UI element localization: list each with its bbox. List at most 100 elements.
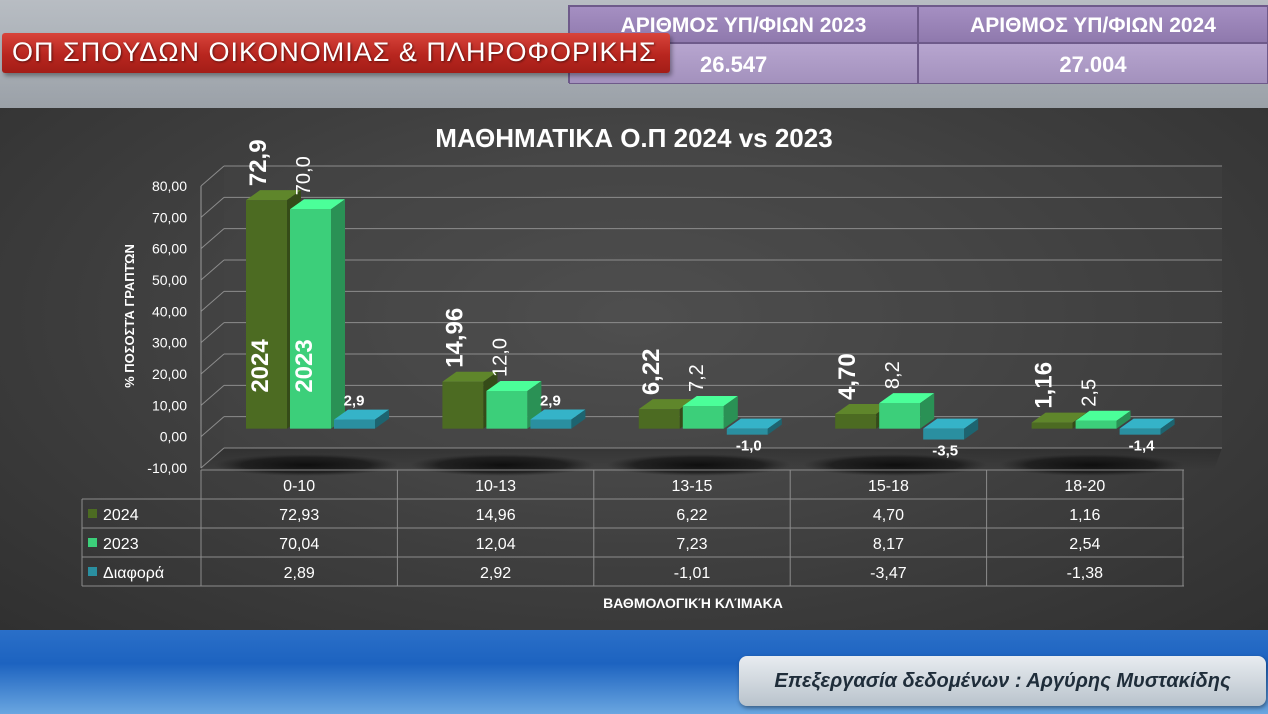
bar (290, 199, 345, 429)
bar-side (920, 393, 935, 429)
title-banner: ΟΠ ΣΠΟΥΔΩΝ ΟΙΚΟΝΟΜΙΑΣ & ΠΛΗΡΟΦΟΡΙΚΗΣ (2, 33, 670, 73)
bar (334, 409, 389, 429)
bar-front (835, 413, 877, 429)
bar-top (879, 393, 935, 404)
table-cell: 2,54 (1069, 536, 1100, 553)
bar (726, 418, 782, 435)
table-cell: 14,96 (476, 507, 516, 524)
bar (923, 418, 979, 440)
y-tick-label: 30,00 (152, 335, 187, 351)
bar-front (682, 406, 724, 429)
bar-side (964, 418, 979, 440)
bar-value-label: -1,0 (736, 438, 762, 455)
bar-value-label: 2,9 (540, 393, 561, 410)
gridline-diagonal (200, 228, 225, 250)
stats-table: ΑΡΙΘΜΟΣ ΥΠ/ΦΙΩΝ 2023 ΑΡΙΘΜΟΣ ΥΠ/ΦΙΩΝ 202… (568, 5, 1268, 84)
x-tick-label: 0-10 (283, 478, 315, 495)
bar-top (835, 403, 891, 414)
table-cell: 70,04 (279, 536, 319, 553)
bar-top (1031, 412, 1087, 423)
chart-title: ΜΑΘΗΜΑΤΙΚΑ Ο.Π 2024 vs 2023 (435, 123, 832, 153)
page-title: ΟΠ ΣΠΟΥΔΩΝ ΟΙΚΟΝΟΜΙΑΣ & ΠΛΗΡΟΦΟΡΙΚΗΣ (12, 37, 657, 67)
table-cell: -1,01 (674, 565, 711, 582)
bar-side (723, 396, 738, 429)
bar-top (246, 190, 301, 201)
bar-front (246, 200, 287, 429)
y-tick-label: 80,00 (152, 178, 187, 194)
bar-front (1075, 420, 1117, 429)
bar-front (290, 209, 331, 429)
gridline-diagonal (200, 353, 225, 375)
gridline-diagonal (200, 196, 225, 218)
bar-front (530, 419, 572, 429)
bar-front (879, 403, 921, 429)
bar (1119, 418, 1175, 435)
legend-swatch (88, 538, 97, 547)
bar-top (334, 409, 389, 420)
bar-front (1031, 422, 1073, 429)
table-cell: 2,89 (284, 565, 315, 582)
bar-side (331, 199, 345, 429)
bar-top (530, 409, 586, 420)
x-tick-label: 13-15 (672, 478, 713, 495)
in-bar-year-label: 2023 (291, 339, 318, 392)
bar-front (486, 390, 528, 429)
bar-side (1116, 410, 1131, 429)
bar-side (767, 418, 782, 435)
bar-value-label: 1,16 (1031, 362, 1058, 409)
bar-side (1160, 418, 1175, 435)
bar-top (726, 418, 782, 429)
bar-front (923, 428, 965, 440)
credit-box: Επεξεργασία δεδομένων : Αργύρης Μυστακίδ… (739, 656, 1266, 706)
stat-2024-value: 27.004 (918, 43, 1268, 84)
table-cell: 72,93 (279, 507, 319, 524)
bar-top (1075, 410, 1131, 421)
bar-side (571, 409, 586, 429)
gridline-diagonal (200, 447, 225, 469)
bar-shadow (214, 454, 398, 476)
bar-value-label: 12,0 (489, 338, 511, 377)
x-tick-label: 10-13 (475, 478, 516, 495)
table-cell: -1,38 (1067, 565, 1104, 582)
bar-shadow (410, 454, 595, 476)
bar-top (486, 380, 542, 391)
y-tick-label: 50,00 (152, 272, 187, 288)
bar-value-label: 7,2 (686, 364, 708, 392)
credit-text: Επεξεργασία δεδομένων : Αργύρης Μυστακίδ… (774, 670, 1231, 692)
bar-chart: -10,00 0,00 10,00 20,00 30,00 40,00 50,00 60,00… (81, 123, 1222, 632)
bar-front (442, 381, 484, 429)
legend-swatch (88, 509, 97, 518)
bar-value-label: -3,5 (932, 443, 958, 460)
stat-2024-label: ΑΡΙΘΜΟΣ ΥΠ/ΦΙΩΝ 2024 (918, 6, 1268, 43)
bar-value-label: 72,9 (245, 139, 272, 186)
legend-entry: 2023 (103, 536, 139, 553)
bar-top (638, 399, 694, 410)
table-cell: 1,16 (1069, 507, 1100, 524)
bar-shadow (803, 454, 988, 476)
bar (1075, 410, 1131, 429)
table-cell: 2,92 (480, 565, 511, 582)
bar (682, 396, 738, 429)
bar-top (923, 418, 979, 429)
bar-value-label: 6,22 (638, 348, 665, 395)
bar-side (375, 409, 389, 429)
bar-value-label: 2,9 (344, 393, 365, 410)
bar-value-label: -1,4 (1129, 438, 1156, 455)
bar-top (1119, 418, 1175, 429)
bar (879, 393, 935, 429)
bar-top (290, 199, 345, 210)
bar-front (334, 419, 375, 429)
bar-front (726, 428, 768, 435)
gridline-diagonal (200, 259, 225, 281)
legend-entry: Διαφορά (103, 565, 164, 582)
gridline-diagonal (200, 165, 225, 187)
y-tick-label: 0,00 (160, 429, 187, 445)
gridline-diagonal (200, 290, 225, 312)
bar-value-label: 4,70 (834, 353, 861, 400)
in-bar-year-label: 2024 (247, 339, 274, 393)
gridline-diagonal (200, 322, 225, 344)
bar (530, 409, 586, 429)
bar-shadow (606, 454, 791, 476)
bar-front (1119, 428, 1161, 435)
gridline-diagonal (200, 416, 225, 438)
